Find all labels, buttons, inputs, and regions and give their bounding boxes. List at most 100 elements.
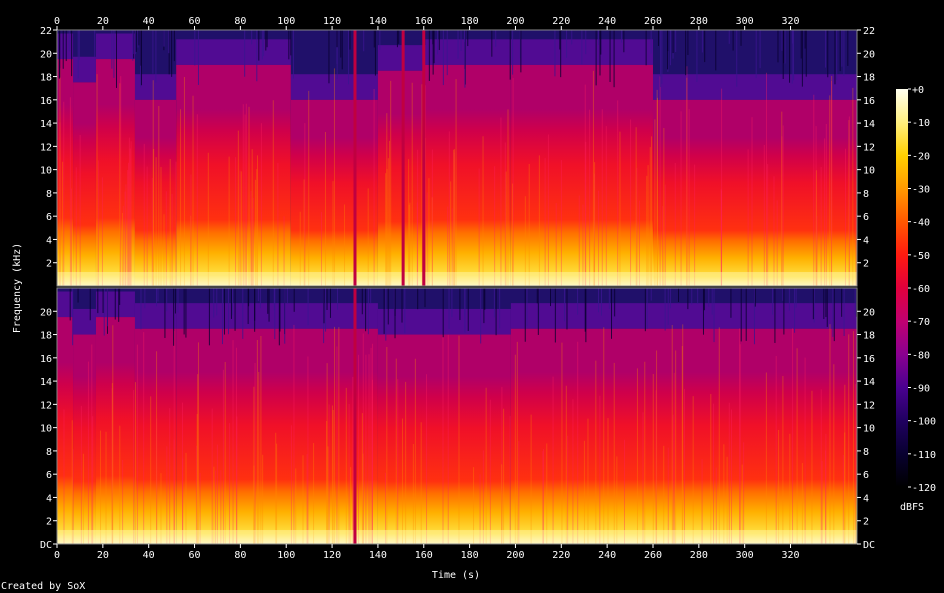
- x-tick-label: 180: [461, 550, 479, 561]
- energy-band: [73, 334, 96, 544]
- x-tick-label: 100: [277, 550, 295, 561]
- y-tick-label: 18: [40, 73, 52, 84]
- energy-band: [377, 70, 424, 287]
- x-tick-label: 120: [323, 550, 341, 561]
- low-band: [57, 272, 857, 286]
- y-tick-label: 8: [863, 447, 869, 458]
- band-noise: [510, 303, 857, 329]
- energy-band: [510, 64, 653, 286]
- x-tick-label: 120: [323, 16, 341, 27]
- colorbar-tick-label: -80: [912, 350, 930, 361]
- band-noise: [134, 303, 177, 329]
- y-tick-label: 14: [40, 377, 52, 388]
- x-tick-label: 60: [189, 550, 201, 561]
- y-tick-label: 10: [40, 424, 52, 435]
- x-tick-label: 60: [189, 16, 201, 27]
- y-tick-label: 20: [863, 49, 875, 60]
- x-tick-label: 260: [644, 16, 662, 27]
- y-tick-label: 12: [863, 400, 875, 411]
- y-tick-label: 2: [863, 517, 869, 528]
- y-tick-label: 12: [40, 400, 52, 411]
- y-tick-label: 20: [863, 307, 875, 318]
- panel-frame: [56, 29, 858, 287]
- x-tick-label: 260: [644, 550, 662, 561]
- x-tick-label: 320: [781, 16, 799, 27]
- colorbar-tick-label: -120: [912, 483, 936, 494]
- band-noise: [652, 74, 857, 100]
- y-tick-label: 16: [40, 96, 52, 107]
- y-tick-label: DC: [863, 540, 875, 551]
- x-tick-label: 300: [736, 550, 754, 561]
- energy-band: [652, 99, 857, 287]
- y-tick-label: 18: [863, 331, 875, 342]
- energy-band: [73, 82, 96, 286]
- band-noise: [73, 308, 96, 335]
- energy-band: [377, 334, 511, 544]
- y-tick-label: 4: [46, 235, 52, 246]
- band-noise: [377, 45, 424, 71]
- x-tick-label: 20: [97, 550, 109, 561]
- energy-band: [134, 328, 177, 544]
- energy-band: [176, 64, 291, 286]
- energy-band: [134, 99, 177, 287]
- x-tick-label: 220: [552, 550, 570, 561]
- x-tick-label: 280: [690, 16, 708, 27]
- y-tick-label: 2: [46, 517, 52, 528]
- y-tick-label: 4: [863, 493, 869, 504]
- energy-band: [95, 59, 135, 286]
- y-tick-label: 12: [863, 142, 875, 153]
- y-tick-label: 8: [46, 447, 52, 458]
- colorbar-tick-label: -30: [912, 185, 930, 196]
- y-tick-label: 6: [863, 212, 869, 223]
- panel-frame: [56, 287, 858, 545]
- energy-band: [290, 99, 378, 287]
- energy-band: [176, 328, 378, 544]
- band-noise: [176, 39, 291, 65]
- band-noise: [290, 74, 378, 100]
- x-tick-label: 280: [690, 550, 708, 561]
- x-tick-label: 80: [234, 16, 246, 27]
- y-tick-label: 14: [863, 377, 875, 388]
- colorbar-tick-label: -90: [912, 384, 930, 395]
- y-tick-label: 16: [863, 354, 875, 365]
- y-tick-label: 8: [863, 189, 869, 200]
- y-tick-label: 16: [40, 354, 52, 365]
- x-tick-label: 180: [461, 16, 479, 27]
- y-tick-label: 22: [863, 26, 875, 37]
- colorbar-tick-label: -10: [912, 118, 930, 129]
- x-tick-label: 80: [234, 550, 246, 561]
- x-tick-label: 20: [97, 16, 109, 27]
- colorbar-label: dBFS: [900, 502, 924, 513]
- y-tick-label: 12: [40, 142, 52, 153]
- energy-band: [423, 64, 511, 286]
- y-tick-label: 6: [46, 470, 52, 481]
- x-tick-label: 160: [415, 16, 433, 27]
- band-noise: [73, 56, 96, 83]
- y-tick-label: 10: [863, 166, 875, 177]
- y-axis-label: Frequency (kHz): [12, 243, 23, 333]
- colorbar-tick-label: -70: [912, 317, 930, 328]
- colorbar: [896, 89, 908, 487]
- y-tick-label: 22: [40, 26, 52, 37]
- x-tick-label: 240: [598, 550, 616, 561]
- band-noise: [176, 303, 378, 329]
- y-tick-label: 6: [46, 212, 52, 223]
- colorbar-tick-label: -50: [912, 251, 930, 262]
- colorbar-tick-label: -60: [912, 284, 930, 295]
- colorbar-tick-label: -110: [912, 450, 936, 461]
- x-tick-label: 200: [506, 550, 524, 561]
- y-tick-label: 10: [40, 166, 52, 177]
- channel-panel: [56, 287, 858, 545]
- y-tick-label: 14: [40, 119, 52, 130]
- band-noise: [57, 291, 74, 318]
- x-tick-label: 40: [143, 16, 155, 27]
- y-tick-label: 2: [46, 259, 52, 270]
- y-tick-label: DC: [40, 540, 52, 551]
- y-tick-label: 16: [863, 96, 875, 107]
- y-tick-label: 20: [40, 49, 52, 60]
- low-band: [57, 530, 857, 544]
- band-noise: [377, 308, 511, 335]
- x-tick-label: 160: [415, 550, 433, 561]
- x-tick-label: 240: [598, 16, 616, 27]
